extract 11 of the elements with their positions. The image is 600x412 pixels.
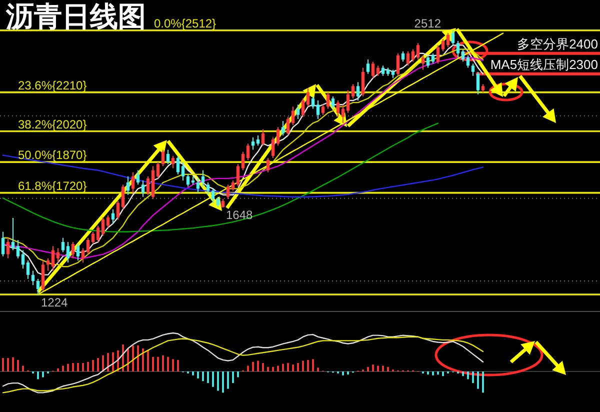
annotation: 2512 <box>414 16 442 30</box>
ref-line-label: 50.0%{1870} <box>18 148 87 162</box>
annotation: 1648 <box>226 208 254 222</box>
ref-line-label: 38.2%{2020} <box>18 117 87 132</box>
ref-line-label: 61.8%{1720} <box>18 178 87 193</box>
ref-line-label: 23.6%{2210} <box>18 78 87 92</box>
chart-title: 沥青日线图 <box>5 0 146 33</box>
annotation: 1224 <box>41 296 68 310</box>
ref-line-label: 多空分界2400 <box>517 36 598 52</box>
ref-line-label: MA5短线压制2300 <box>490 56 598 72</box>
ref-line-label: 0.0%{2512} <box>154 16 216 30</box>
